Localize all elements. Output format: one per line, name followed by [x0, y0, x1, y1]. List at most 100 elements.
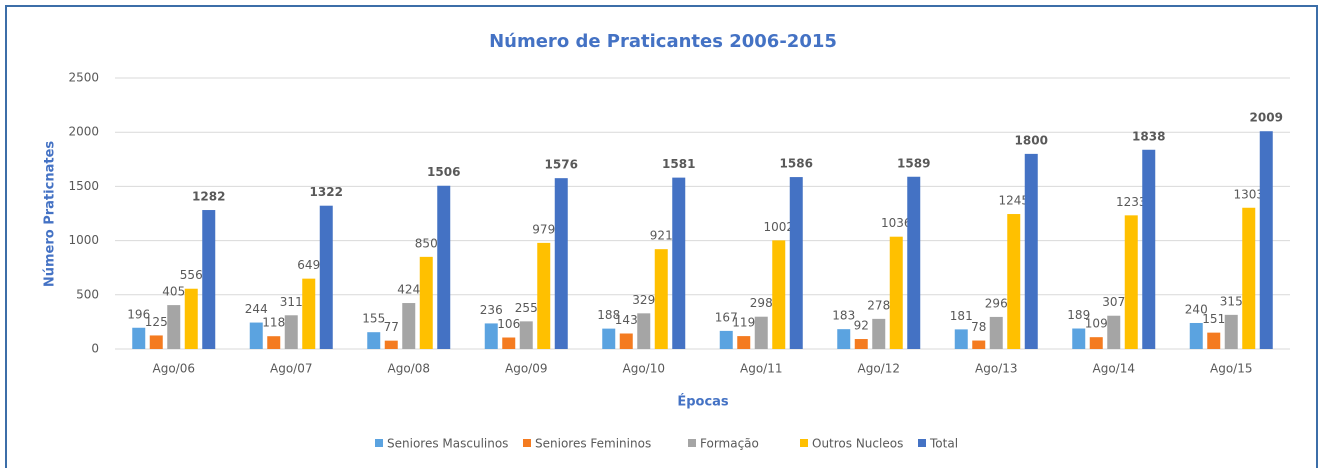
data-label: 119 [732, 316, 755, 330]
data-label: 424 [397, 283, 420, 297]
data-label: 1036 [881, 216, 912, 230]
bar [754, 316, 768, 349]
data-label: 307 [1102, 295, 1125, 309]
y-tick-label: 1000 [68, 233, 99, 247]
data-label: 1838 [1132, 129, 1165, 143]
data-label: 167 [715, 310, 738, 324]
x-tick-label: Ago/07 [270, 362, 312, 376]
bar [1089, 337, 1103, 349]
bar [1224, 314, 1238, 349]
bar [419, 256, 433, 349]
data-label: 78 [971, 320, 986, 334]
bar [737, 336, 751, 349]
bar [167, 305, 181, 349]
bar [1072, 328, 1086, 349]
x-tick-label: Ago/13 [975, 362, 1017, 376]
bar [1024, 153, 1038, 349]
data-label: 298 [750, 296, 773, 310]
bar [484, 323, 498, 349]
bar [367, 332, 381, 349]
bar [619, 333, 633, 349]
x-tick-label: Ago/08 [388, 362, 430, 376]
data-label: 556 [180, 268, 203, 282]
data-label: 278 [867, 298, 890, 312]
data-label: 1800 [1015, 133, 1048, 147]
data-label: 183 [832, 309, 855, 323]
legend-label: Outros Nucleos [812, 437, 903, 451]
data-label: 125 [145, 315, 168, 329]
bar [519, 321, 533, 349]
x-tick-label: Ago/10 [623, 362, 665, 376]
data-label: 155 [362, 312, 385, 326]
data-label: 2009 [1250, 111, 1283, 125]
data-label: 92 [854, 319, 869, 333]
bar [537, 242, 551, 349]
bar [1124, 215, 1138, 349]
x-tick-label: Ago/09 [505, 362, 547, 376]
legend-swatch [918, 439, 926, 447]
bar [889, 236, 903, 349]
data-label: 236 [480, 303, 503, 317]
bar [132, 327, 146, 349]
bar [972, 340, 986, 349]
bar [437, 185, 451, 349]
bar [602, 328, 616, 349]
data-label: 649 [297, 258, 320, 272]
data-label: 1576 [545, 158, 578, 172]
bar [854, 339, 868, 349]
data-label: 1282 [192, 190, 225, 204]
bar [284, 315, 298, 349]
bar [654, 249, 668, 349]
bar [1259, 131, 1273, 349]
bar [267, 336, 281, 349]
bar [872, 318, 886, 349]
legend-swatch [523, 439, 531, 447]
data-label: 850 [415, 236, 438, 250]
y-tick-label: 2500 [68, 71, 99, 85]
bar [1142, 149, 1156, 349]
data-label: 311 [280, 295, 303, 309]
data-label: 77 [384, 320, 399, 334]
bar [772, 240, 786, 349]
data-label: 106 [497, 317, 520, 331]
x-axis-title: Épocas [677, 394, 729, 410]
bar [719, 330, 733, 349]
bar [319, 205, 333, 349]
legend-label: Seniores Femininos [535, 437, 651, 451]
data-label: 1002 [763, 220, 794, 234]
bar [1207, 332, 1221, 349]
bar [302, 278, 316, 349]
data-label: 1233 [1116, 195, 1147, 209]
y-tick-label: 0 [91, 342, 99, 356]
bar [789, 177, 803, 349]
data-label: 979 [532, 222, 555, 236]
y-tick-label: 2000 [68, 125, 99, 139]
bar [954, 329, 968, 349]
data-label: 255 [515, 301, 538, 315]
data-label: 1586 [780, 157, 813, 171]
bar [1107, 315, 1121, 349]
data-label: 1581 [662, 157, 695, 171]
data-label: 1303 [1233, 187, 1264, 201]
legend-swatch [800, 439, 808, 447]
data-label: 1322 [310, 185, 343, 199]
data-label: 244 [245, 302, 268, 316]
data-label: 151 [1202, 312, 1225, 326]
data-label: 921 [650, 229, 673, 243]
legend-label: Formação [700, 437, 759, 451]
bar [907, 176, 921, 349]
bar [249, 322, 263, 349]
y-tick-label: 500 [76, 287, 99, 301]
data-label: 109 [1085, 317, 1108, 331]
data-label: 196 [127, 307, 150, 321]
data-label: 118 [262, 316, 285, 330]
legend-label: Seniores Masculinos [387, 437, 508, 451]
data-label: 315 [1220, 294, 1243, 308]
y-axis-title: Número Praticnates [43, 141, 58, 288]
data-label: 189 [1067, 308, 1090, 322]
data-label: 240 [1185, 302, 1208, 316]
bar [202, 210, 216, 349]
bar [384, 340, 398, 349]
bar [1189, 322, 1203, 349]
